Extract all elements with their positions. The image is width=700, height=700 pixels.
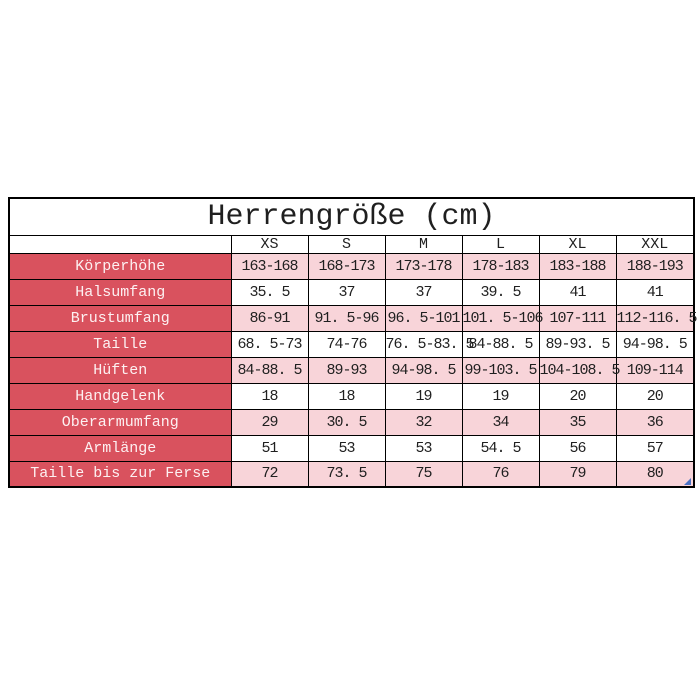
row-label: Körperhöhe: [8, 252, 232, 280]
value-cell: 20: [615, 382, 695, 410]
row-label: Taille: [8, 330, 232, 358]
row-label: Halsumfang: [8, 278, 232, 306]
value-cell: 39. 5: [461, 278, 540, 306]
table-row: Halsumfang 35. 5 37 37 39. 5 41 41: [8, 278, 695, 306]
value-cell: 84-88. 5: [461, 330, 540, 358]
value-cell: 18: [307, 382, 386, 410]
value-cell: 84-88. 5: [230, 356, 309, 384]
value-cell: 29: [230, 408, 309, 436]
table-row: Brustumfang 86-91 91. 5-96 96. 5-101 101. 5-…: [8, 304, 698, 332]
value-cell: 96. 5-101: [384, 304, 463, 332]
table-row: Taille 68. 5-73 74-76 76. 5-83. 5 84-88. 5 89…: [8, 330, 695, 358]
row-label: Oberarmumfang: [8, 408, 232, 436]
row-label: Handgelenk: [8, 382, 232, 410]
value-cell: 32: [384, 408, 463, 436]
value-cell: 36: [615, 408, 695, 436]
table-row: Körperhöhe 163-168 168-173 173-178 178-183 18…: [8, 252, 695, 280]
row-label: Taille bis zur Ferse: [8, 460, 232, 488]
value-cell: 183-188: [538, 252, 617, 280]
table-row: Armlänge 51 53 53 54. 5 56 57: [8, 434, 695, 462]
table-title: Herrengröße (cm): [8, 197, 695, 236]
size-table: Herrengröße (cm) XS S M L XL XXL Körperhöhe 16…: [8, 197, 698, 488]
value-cell: 20: [538, 382, 617, 410]
size-chart: Herrengröße (cm) XS S M L XL XXL Körperhöhe 16…: [8, 197, 698, 488]
value-cell: 104-108. 5: [538, 356, 621, 384]
value-cell: 19: [461, 382, 540, 410]
value-cell: 79: [538, 460, 617, 488]
value-cell: 178-183: [461, 252, 540, 280]
value-cell: 168-173: [307, 252, 386, 280]
value-cell: 86-91: [230, 304, 309, 332]
row-label: Hüften: [8, 356, 232, 384]
table-row: Oberarmumfang 29 30. 5 32 34 35 36: [8, 408, 695, 436]
value-cell: 107-111: [538, 304, 617, 332]
table-row: Handgelenk 18 18 19 19 20 20: [8, 382, 695, 410]
value-cell: 76. 5-83. 5: [384, 330, 475, 358]
value-cell: 19: [384, 382, 463, 410]
value-cell: 37: [307, 278, 386, 306]
corner-blank-cell: [8, 234, 232, 254]
table-row: Hüften 84-88. 5 89-93 94-98. 5 99-103. 5 104-…: [8, 356, 695, 384]
value-cell: 30. 5: [307, 408, 386, 436]
title-row: Herrengröße (cm): [8, 197, 695, 236]
col-header-m: M: [384, 234, 463, 254]
col-header-xl: XL: [538, 234, 617, 254]
value-cell: 35: [538, 408, 617, 436]
value-cell: 41: [615, 278, 695, 306]
value-cell: 91. 5-96: [307, 304, 386, 332]
row-label: Armlänge: [8, 434, 232, 462]
value-cell: 94-98. 5: [384, 356, 463, 384]
col-header-s: S: [307, 234, 386, 254]
value-cell: 109-114: [615, 356, 695, 384]
corner-marker-icon: [684, 478, 691, 485]
value-cell: 18: [230, 382, 309, 410]
value-cell: 74-76: [307, 330, 386, 358]
value-cell: 163-168: [230, 252, 309, 280]
value-cell: 41: [538, 278, 617, 306]
value-cell: 56: [538, 434, 617, 462]
value-cell: 89-93. 5: [538, 330, 617, 358]
row-label: Brustumfang: [8, 304, 232, 332]
value-cell: 94-98. 5: [615, 330, 695, 358]
table-row: Taille bis zur Ferse 72 73. 5 75 76 79 80: [8, 460, 695, 488]
value-cell: 34: [461, 408, 540, 436]
col-header-l: L: [461, 234, 540, 254]
value-cell: 173-178: [384, 252, 463, 280]
value-cell: 53: [307, 434, 386, 462]
value-cell: 54. 5: [461, 434, 540, 462]
value-cell: 35. 5: [230, 278, 309, 306]
value-cell: 80: [615, 460, 695, 488]
col-header-xs: XS: [230, 234, 309, 254]
value-cell: 99-103. 5: [461, 356, 540, 384]
value-cell: 51: [230, 434, 309, 462]
value-cell: 53: [384, 434, 463, 462]
value-cell: 72: [230, 460, 309, 488]
value-cell: 112-116. 5: [615, 304, 698, 332]
value-cell: 73. 5: [307, 460, 386, 488]
column-header-row: XS S M L XL XXL: [8, 234, 695, 254]
value-cell: 57: [615, 434, 695, 462]
value-cell: 75: [384, 460, 463, 488]
value-cell: 68. 5-73: [230, 330, 309, 358]
col-header-xxl: XXL: [615, 234, 695, 254]
value-cell: 76: [461, 460, 540, 488]
value-cell: 89-93: [307, 356, 386, 384]
value-cell: 101. 5-106: [461, 304, 544, 332]
value-cell: 37: [384, 278, 463, 306]
value-cell: 188-193: [615, 252, 695, 280]
